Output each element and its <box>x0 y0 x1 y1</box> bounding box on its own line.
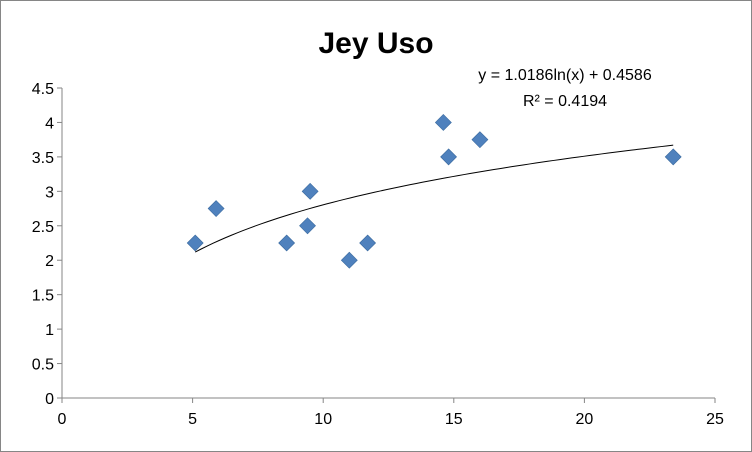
data-point <box>471 131 489 149</box>
axes <box>61 88 715 399</box>
x-tick-label: 0 <box>58 411 67 428</box>
y-tick-label: 3.5 <box>32 150 54 167</box>
y-tick-label: 0 <box>45 391 54 408</box>
trendline <box>194 144 674 253</box>
data-points <box>186 114 682 269</box>
y-axis-ticks: 0 0.5 1 1.5 2 2.5 3 3.5 4 4.5 <box>32 81 62 408</box>
data-point <box>664 148 682 166</box>
y-tick-label: 0.5 <box>32 357 54 374</box>
x-tick-label: 15 <box>445 411 463 428</box>
y-tick-label: 1.5 <box>32 288 54 305</box>
data-point <box>440 148 458 166</box>
x-tick-label: 10 <box>314 411 332 428</box>
trendline-r-squared: R² = 0.4194 <box>523 93 607 110</box>
y-tick-label: 2 <box>45 253 54 270</box>
trendline-equation: y = 1.0186ln(x) + 0.4586 <box>478 67 652 84</box>
data-point <box>186 234 204 252</box>
data-point <box>359 234 377 252</box>
y-tick-label: 3 <box>45 184 54 201</box>
x-tick-label: 20 <box>576 411 594 428</box>
x-tick-label: 25 <box>706 411 724 428</box>
data-point <box>299 217 316 235</box>
y-tick-label: 2.5 <box>32 219 54 236</box>
y-tick-label: 1 <box>45 322 54 339</box>
data-point <box>340 251 358 269</box>
data-point <box>434 114 452 131</box>
trendline-group <box>194 144 674 253</box>
data-point <box>301 182 319 200</box>
chart-title: Jey Uso <box>318 27 433 60</box>
y-tick-label: 4.5 <box>32 81 54 98</box>
x-axis-ticks: 0 5 10 15 20 25 <box>58 398 724 428</box>
y-tick-label: 4 <box>45 115 54 132</box>
x-tick-label: 5 <box>188 411 197 428</box>
data-point <box>207 200 225 217</box>
data-point <box>278 234 296 252</box>
